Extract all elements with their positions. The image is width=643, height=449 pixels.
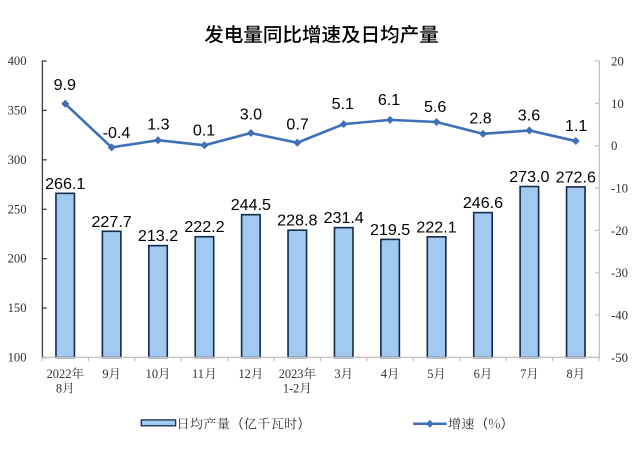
svg-text:20: 20 — [611, 54, 624, 68]
svg-text:-20: -20 — [611, 224, 628, 238]
svg-text:2022: 2022 — [47, 367, 72, 381]
svg-text:7: 7 — [520, 367, 526, 381]
svg-text:-40: -40 — [611, 309, 628, 323]
svg-text:4: 4 — [381, 367, 387, 381]
svg-text:11: 11 — [192, 367, 204, 381]
svg-text:300: 300 — [8, 153, 27, 167]
svg-text:5: 5 — [427, 367, 433, 381]
svg-text:350: 350 — [8, 103, 27, 117]
svg-text:-0.4: -0.4 — [103, 124, 131, 142]
svg-text:0.1: 0.1 — [193, 122, 215, 140]
svg-text:-30: -30 — [611, 266, 628, 280]
svg-text:2023: 2023 — [279, 367, 304, 381]
svg-text:5.1: 5.1 — [332, 95, 354, 113]
svg-text:150: 150 — [8, 301, 27, 315]
svg-text:1.1: 1.1 — [565, 117, 587, 135]
svg-text:1-2: 1-2 — [283, 382, 300, 396]
svg-text:219.5: 219.5 — [370, 221, 410, 239]
svg-text:0.7: 0.7 — [286, 115, 308, 133]
svg-text:246.6: 246.6 — [463, 194, 503, 212]
svg-text:12: 12 — [238, 367, 250, 381]
svg-text:-10: -10 — [611, 181, 628, 195]
svg-text:231.4: 231.4 — [324, 209, 364, 227]
svg-text:5.6: 5.6 — [424, 98, 446, 116]
svg-text:9: 9 — [102, 367, 108, 381]
svg-text:222.1: 222.1 — [416, 218, 456, 236]
svg-text:3.0: 3.0 — [240, 106, 262, 124]
svg-text:6: 6 — [474, 367, 480, 381]
svg-text:200: 200 — [8, 252, 27, 266]
svg-text:9.9: 9.9 — [54, 76, 76, 94]
svg-text:244.5: 244.5 — [231, 196, 271, 214]
svg-text:266.1: 266.1 — [45, 175, 85, 193]
svg-text:0: 0 — [611, 139, 617, 153]
svg-text:10: 10 — [146, 367, 158, 381]
svg-text:3: 3 — [334, 367, 340, 381]
svg-text:400: 400 — [8, 54, 27, 68]
svg-text:8: 8 — [56, 382, 62, 396]
svg-text:10: 10 — [611, 97, 624, 111]
svg-text:228.8: 228.8 — [277, 212, 317, 230]
svg-text:273.0: 273.0 — [509, 168, 549, 186]
svg-text:2.8: 2.8 — [469, 109, 491, 127]
svg-text:227.7: 227.7 — [91, 213, 131, 231]
svg-text:100: 100 — [8, 351, 27, 365]
svg-text:3.6: 3.6 — [518, 107, 540, 125]
svg-text:250: 250 — [8, 202, 27, 216]
svg-text:1.3: 1.3 — [147, 116, 169, 134]
svg-text:8: 8 — [566, 367, 572, 381]
svg-text:6.1: 6.1 — [378, 91, 400, 109]
svg-text:222.2: 222.2 — [184, 218, 224, 236]
svg-text:213.2: 213.2 — [138, 227, 178, 245]
svg-text:272.6: 272.6 — [556, 168, 596, 186]
svg-text:-50: -50 — [611, 351, 628, 365]
